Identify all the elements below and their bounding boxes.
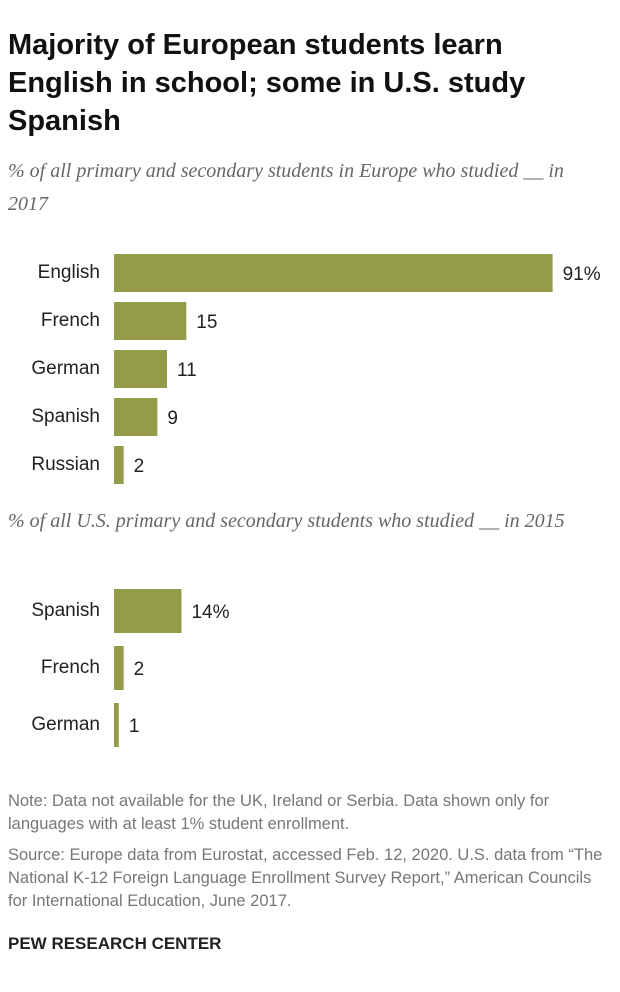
bar: [114, 446, 124, 484]
category-label: Spanish: [31, 406, 100, 427]
note: Note: Data not available for the UK, Ire…: [8, 792, 550, 833]
category-label: English: [38, 262, 100, 283]
subtitle: % of all U.S. primary and secondary stud…: [8, 510, 565, 532]
chart: Spanish 14% French 2 German 1: [31, 589, 230, 747]
subtitle: % of all primary and secondary students …: [8, 160, 564, 215]
category-label: Russian: [31, 454, 100, 475]
bar: [114, 646, 124, 690]
category-label: German: [31, 714, 100, 735]
value-label: 11: [177, 360, 197, 381]
bar: [114, 703, 119, 747]
value-label: 1: [129, 716, 140, 737]
bar: [114, 302, 187, 340]
value-label: 14%: [191, 602, 229, 623]
bar: [114, 398, 158, 436]
value-label: 91%: [563, 264, 601, 285]
category-label: German: [31, 358, 100, 379]
chart: English 91% French 15 German 11 Spanish 9 Russia…: [31, 254, 601, 484]
value-label: 9: [167, 408, 178, 429]
value-label: 15: [196, 312, 217, 333]
category-label: French: [41, 310, 100, 331]
bar: [114, 589, 182, 633]
value-label: 2: [134, 659, 145, 680]
title: Majority of European students learn Engl…: [8, 29, 526, 137]
value-label: 2: [134, 456, 145, 477]
category-label: Spanish: [31, 600, 100, 621]
bar: [114, 350, 168, 388]
footer: PEW RESEARCH CENTER: [8, 934, 222, 953]
category-label: French: [41, 657, 100, 678]
bar: [114, 254, 553, 292]
source: Source: Europe data from Eurostat, acces…: [8, 846, 603, 910]
